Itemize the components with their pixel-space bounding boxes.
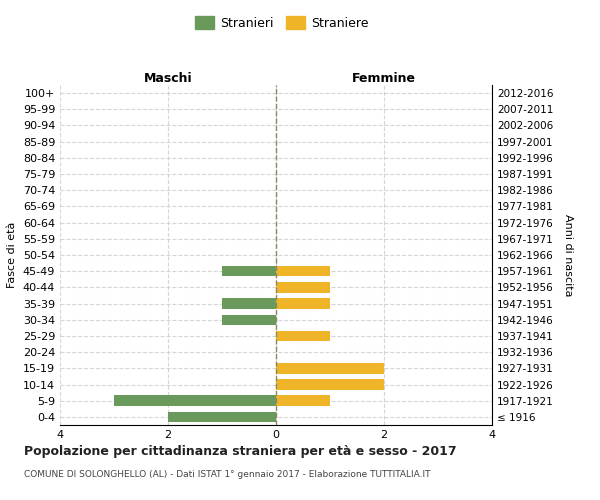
Bar <box>276 298 330 309</box>
Bar <box>276 396 330 406</box>
Text: Femmine: Femmine <box>352 72 416 85</box>
Y-axis label: Anni di nascita: Anni di nascita <box>563 214 573 296</box>
Legend: Stranieri, Straniere: Stranieri, Straniere <box>190 11 374 35</box>
Text: Maschi: Maschi <box>143 72 193 85</box>
Bar <box>276 282 330 292</box>
Bar <box>168 412 276 422</box>
Text: Popolazione per cittadinanza straniera per età e sesso - 2017: Popolazione per cittadinanza straniera p… <box>24 445 457 458</box>
Bar <box>222 298 276 309</box>
Bar <box>222 314 276 325</box>
Bar <box>114 396 276 406</box>
Bar <box>276 363 384 374</box>
Y-axis label: Fasce di età: Fasce di età <box>7 222 17 288</box>
Bar <box>276 330 330 341</box>
Bar <box>276 266 330 276</box>
Text: COMUNE DI SOLONGHELLO (AL) - Dati ISTAT 1° gennaio 2017 - Elaborazione TUTTITALI: COMUNE DI SOLONGHELLO (AL) - Dati ISTAT … <box>24 470 431 479</box>
Bar <box>276 380 384 390</box>
Bar <box>222 266 276 276</box>
